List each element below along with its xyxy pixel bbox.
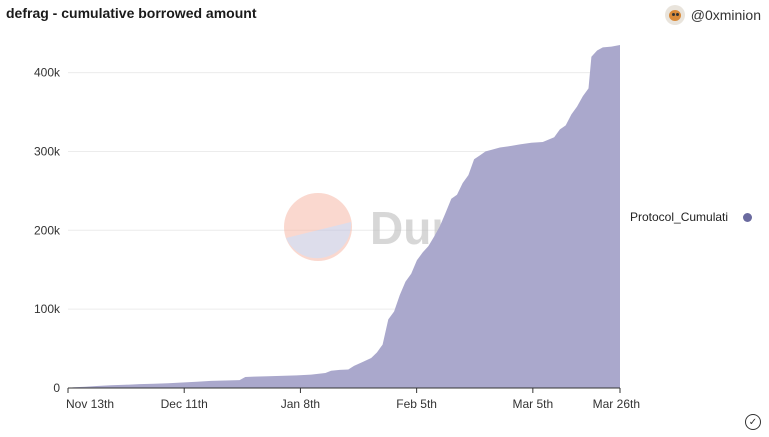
- legend-label: Protocol_Cumulati: [630, 210, 729, 224]
- y-tick-label: 400k: [34, 66, 61, 80]
- y-tick-label: 200k: [34, 223, 61, 237]
- y-tick-label: 100k: [34, 302, 61, 316]
- x-tick-label: Mar 26th: [593, 397, 640, 411]
- y-tick-label: 300k: [34, 144, 61, 158]
- legend-marker: [743, 212, 752, 222]
- author-badge[interactable]: @0xminion: [664, 5, 761, 25]
- author-name: @0xminion: [690, 7, 761, 23]
- x-tick-label: Nov 13th: [66, 397, 114, 411]
- check-icon[interactable]: ✓: [745, 414, 761, 430]
- series-area[interactable]: [68, 45, 620, 388]
- x-tick-label: Feb 5th: [396, 397, 437, 411]
- x-tick-label: Dec 11th: [161, 397, 208, 411]
- legend[interactable]: Protocol_Cumulati: [630, 210, 752, 224]
- chart-title: defrag - cumulative borrowed amount: [6, 5, 257, 21]
- avatar: [664, 5, 685, 25]
- x-tick-label: Mar 5th: [512, 397, 553, 411]
- y-tick-label: 0: [53, 381, 60, 395]
- x-tick-label: Jan 8th: [281, 397, 320, 411]
